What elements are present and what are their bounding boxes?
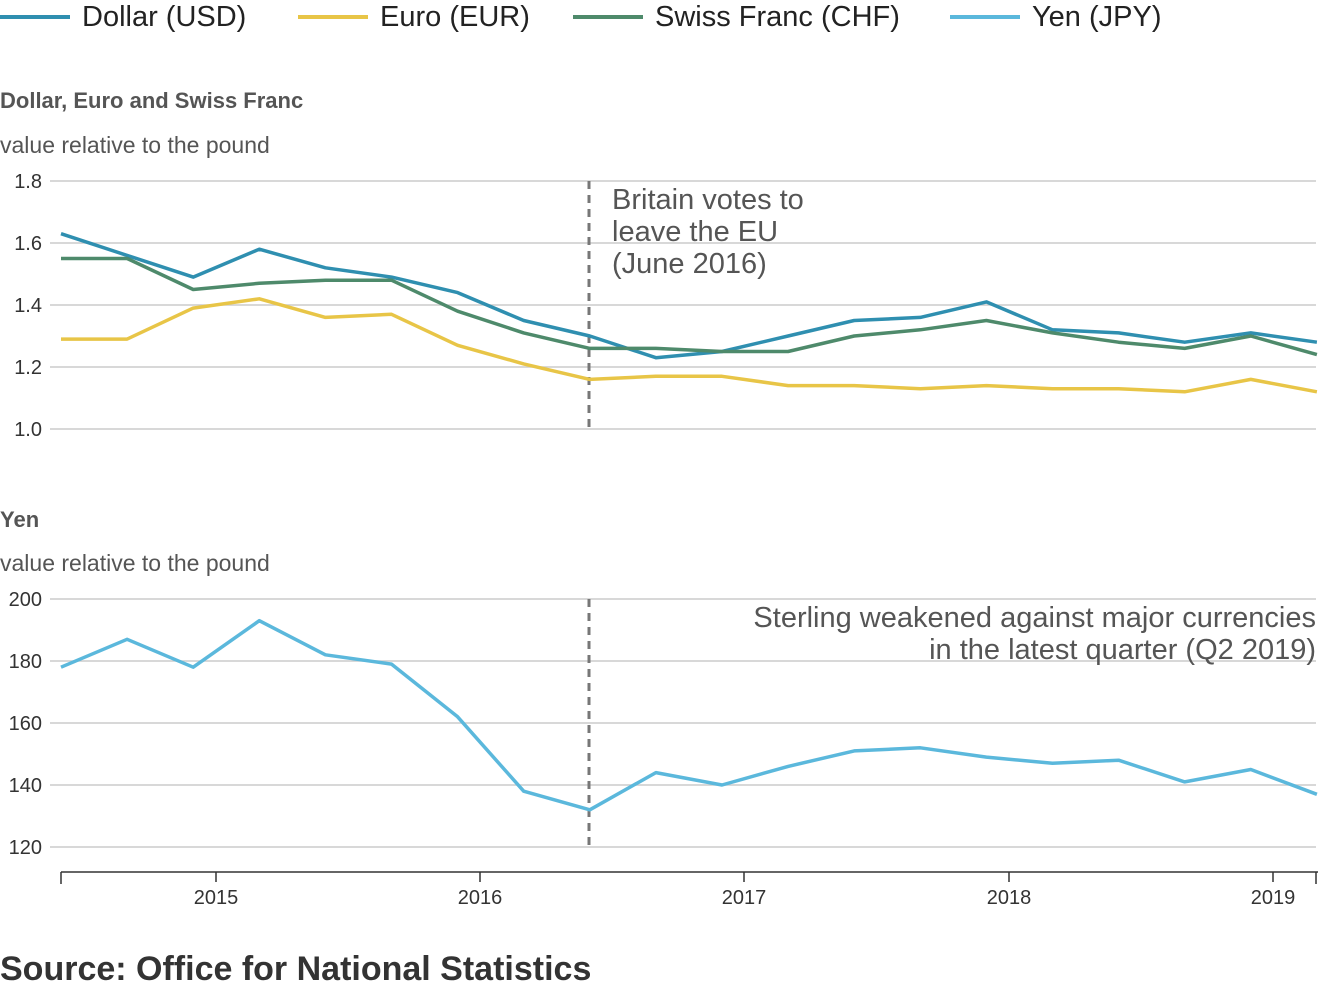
- top-panel-unit-label: value relative to the pound: [0, 132, 270, 158]
- bottom-panel-unit-label: value relative to the pound: [0, 550, 270, 576]
- top-panel-title: Dollar, Euro and Swiss Franc: [0, 88, 304, 113]
- y-tick-label: 140: [9, 775, 42, 797]
- x-tick-label: 2015: [194, 887, 239, 909]
- legend-item-0: Dollar (USD): [0, 0, 246, 34]
- y-tick-label: 180: [9, 651, 42, 673]
- legend-swatch: [950, 15, 1020, 19]
- y-tick-label: 1.6: [14, 233, 42, 255]
- legend-swatch: [573, 15, 643, 19]
- y-tick-label: 200: [9, 589, 42, 611]
- series-line-0: [60, 232, 1318, 360]
- legend-item-3: Yen (JPY): [950, 0, 1162, 34]
- legend-swatch: [298, 15, 368, 19]
- series-line-0: [61, 297, 1318, 394]
- x-tick-label: 2016: [458, 887, 503, 909]
- legend-item-2: Swiss Franc (CHF): [573, 0, 900, 34]
- x-tick-label: 2018: [987, 887, 1032, 909]
- y-tick-label: 1.0: [14, 419, 42, 441]
- y-tick-label: 1.8: [14, 171, 42, 193]
- x-tick-label: 2019: [1251, 887, 1296, 909]
- sterling-annotation-line-1: Sterling weakened against major currenci…: [753, 602, 1316, 634]
- bottom-panel-title: Yen: [0, 507, 40, 532]
- legend-label: Swiss Franc (CHF): [655, 0, 900, 33]
- sterling-annotation-line-2: in the latest quarter (Q2 2019): [929, 634, 1316, 666]
- currency-line-charts: 1.0 1.2 1.4 1.6 1.8 120 140 160 180 200 2015 2016 20…: [9, 171, 1318, 909]
- brexit-annotation-line-1: Britain votes to: [612, 184, 804, 216]
- y-tick-label: 1.4: [14, 295, 42, 317]
- y-tick-label: 1.2: [14, 357, 42, 379]
- sterling-annotation: Sterling weakened against major currenci…: [753, 602, 1316, 666]
- y-tick-label: 120: [9, 837, 42, 859]
- source-note: Source: Office for National Statistics: [0, 950, 592, 988]
- series-line-0: [61, 256, 1318, 357]
- legend-item-1: Euro (EUR): [298, 0, 530, 34]
- legend-label: Euro (EUR): [380, 0, 530, 33]
- chart-legend: Dollar (USD) Euro (EUR) Swiss Franc (CHF) Y…: [0, 0, 1318, 34]
- brexit-annotation-line-3: (June 2016): [612, 248, 767, 280]
- y-tick-label: 160: [9, 713, 42, 735]
- legend-label: Dollar (USD): [82, 0, 247, 33]
- legend-label: Yen (JPY): [1032, 0, 1162, 33]
- brexit-annotation-line-2: leave the EU: [612, 216, 779, 248]
- series-line-1: [60, 618, 1318, 812]
- x-tick-label: 2017: [722, 887, 767, 909]
- brexit-annotation: Britain votes to leave the EU (June 2016…: [612, 184, 804, 280]
- legend-swatch: [0, 15, 70, 19]
